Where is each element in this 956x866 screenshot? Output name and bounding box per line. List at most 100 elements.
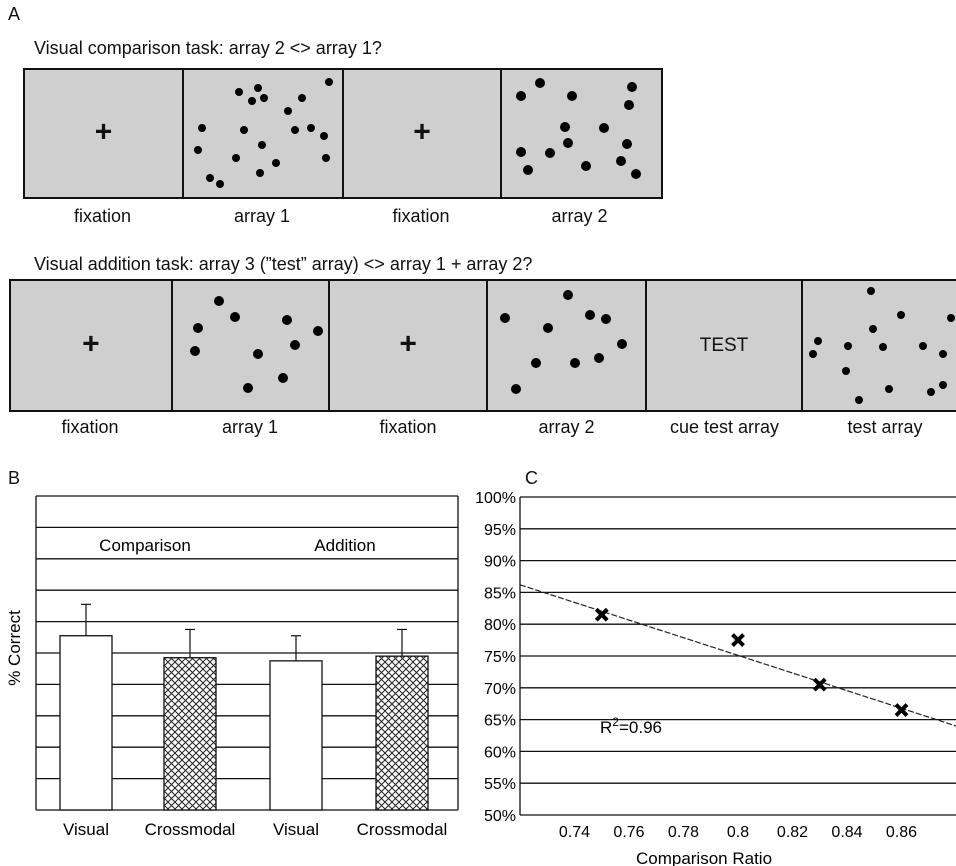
stimulus-dot xyxy=(289,340,300,350)
addition-frame-label: fixation xyxy=(61,417,119,437)
stimulus-dot xyxy=(567,91,577,101)
c-y-tick-label: 85% xyxy=(484,585,516,602)
stimulus-dot xyxy=(585,310,595,320)
comparison-frame-3: + xyxy=(344,70,502,197)
c-y-tick-label: 70% xyxy=(484,681,516,698)
stimulus-dot xyxy=(307,124,315,132)
c-x-tick-label: 0.74 xyxy=(559,824,590,841)
stimulus-dot xyxy=(189,346,200,356)
stimulus-dot xyxy=(511,384,521,394)
c-x-tick-label: 0.76 xyxy=(613,824,644,841)
stimulus-dot xyxy=(844,342,853,350)
comparison-frame-2 xyxy=(184,70,344,197)
stimulus-dot xyxy=(232,154,240,162)
stimulus-dot xyxy=(298,94,306,102)
c-y-tick-label: 90% xyxy=(484,554,516,571)
stimulus-dot xyxy=(198,124,206,132)
data-point xyxy=(812,677,827,692)
stimulus-dot xyxy=(284,107,292,115)
r-squared-annotation: R2=0.96 xyxy=(600,715,662,737)
panel-c-letter: C xyxy=(525,468,538,488)
b-bar-label: Visual xyxy=(273,820,319,839)
stimulus-dot xyxy=(879,343,888,351)
addition-frame-label: fixation xyxy=(379,417,437,437)
stimulus-dot xyxy=(535,78,545,88)
stimulus-dot xyxy=(523,165,533,175)
stimulus-dot xyxy=(545,148,555,158)
stimulus-dot xyxy=(631,169,641,179)
stimulus-dot xyxy=(516,91,526,101)
bar xyxy=(163,657,217,811)
b-group-label-addition: Addition xyxy=(314,536,375,555)
stimulus-dot xyxy=(897,311,906,319)
stimulus-dot xyxy=(531,358,541,368)
c-y-tick-label: 60% xyxy=(484,744,516,761)
comparison-frame-label: array 2 xyxy=(551,206,608,226)
stimulus-dot xyxy=(229,312,240,322)
stimulus-dot xyxy=(252,349,263,359)
addition-frame-label: array 1 xyxy=(221,417,279,437)
stimulus-dot xyxy=(500,313,510,323)
stimulus-dot xyxy=(248,97,256,105)
addition-frame-4 xyxy=(488,281,647,410)
stimulus-dot xyxy=(939,350,948,358)
stimulus-dot xyxy=(627,82,637,92)
stimulus-dot xyxy=(616,156,626,166)
c-y-tick-label: 95% xyxy=(484,522,516,539)
b-y-axis-label: % Correct xyxy=(5,610,24,686)
stimulus-dot xyxy=(581,161,591,171)
stimulus-dot xyxy=(869,325,878,333)
stimulus-dot xyxy=(919,342,928,350)
comparison-task-title: Visual comparison task: array 2 <> array… xyxy=(34,38,382,58)
fixation-cross: + xyxy=(94,114,113,148)
addition-frame-1: + xyxy=(11,281,173,410)
stimulus-dot xyxy=(570,358,580,368)
trendline xyxy=(519,584,956,727)
stimulus-dot xyxy=(947,314,956,322)
stimulus-dot xyxy=(216,180,224,188)
stimulus-dot xyxy=(842,367,851,375)
data-point xyxy=(731,633,745,648)
addition-frame-label: test array xyxy=(847,417,923,437)
stimulus-dot xyxy=(260,94,268,102)
c-x-tick-label: 0.84 xyxy=(831,824,862,841)
ratio-scatter-chart: 50% 55% 60% 65% 70% 75% 80% 85% 90% 95% 100% 0.74 0… xyxy=(475,490,956,866)
addition-trial-strip: + + TEST xyxy=(9,279,956,412)
addition-frame-label: array 2 xyxy=(538,417,595,437)
stimulus-dot xyxy=(242,383,253,393)
addition-frame-label: cue test array xyxy=(669,417,780,437)
c-x-axis-label: Comparison Ratio xyxy=(636,849,772,866)
addition-frame-5: TEST xyxy=(646,281,804,410)
stimulus-dot xyxy=(560,122,570,132)
bar xyxy=(59,635,113,811)
panel-a-letter: A xyxy=(8,4,21,24)
stimulus-dot xyxy=(939,381,948,389)
stimulus-dot xyxy=(563,290,573,300)
stimulus-dot xyxy=(322,154,330,162)
stimulus-dot xyxy=(256,169,264,177)
data-point xyxy=(894,703,909,717)
comparison-frame-label: fixation xyxy=(73,206,132,226)
stimulus-dot xyxy=(855,396,864,404)
stimulus-dot xyxy=(194,146,202,154)
accuracy-bar-chart: % Correct Comparison Addition Visual Cros… xyxy=(5,495,459,839)
comparison-frame-label: array 1 xyxy=(233,206,291,226)
stimulus-dot xyxy=(594,353,604,363)
b-bar-label: Crossmodal xyxy=(145,820,236,839)
stimulus-dot xyxy=(291,126,299,134)
c-x-tick-label: 0.82 xyxy=(777,824,808,841)
stimulus-dot xyxy=(312,326,323,336)
fixation-cross: + xyxy=(399,326,417,360)
addition-frame-2 xyxy=(172,281,331,410)
c-x-tick-label: 0.78 xyxy=(668,824,699,841)
addition-task-title: Visual addition task: array 3 (”test” ar… xyxy=(34,254,533,274)
stimulus-dot xyxy=(563,138,573,148)
addition-frame-6 xyxy=(803,281,956,410)
data-point xyxy=(594,607,609,622)
panel-b-letter: B xyxy=(8,468,21,488)
b-bar-label: Crossmodal xyxy=(357,820,448,839)
bar xyxy=(375,655,429,811)
c-y-tick-label: 80% xyxy=(484,617,516,634)
cue-text: TEST xyxy=(699,334,749,356)
c-x-tick-label: 0.86 xyxy=(886,824,917,841)
